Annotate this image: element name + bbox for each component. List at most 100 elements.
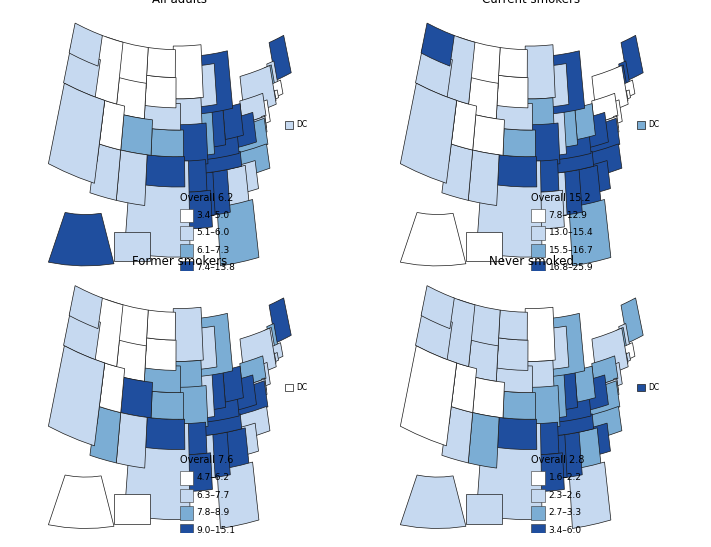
- Polygon shape: [400, 212, 466, 266]
- Polygon shape: [466, 232, 503, 261]
- Text: 1.6–2.2: 1.6–2.2: [548, 474, 582, 482]
- Polygon shape: [584, 375, 609, 411]
- Polygon shape: [469, 412, 499, 468]
- Polygon shape: [223, 366, 243, 402]
- Polygon shape: [203, 414, 242, 436]
- Polygon shape: [205, 393, 239, 422]
- Polygon shape: [198, 51, 232, 114]
- Polygon shape: [584, 112, 609, 148]
- Text: All adults: All adults: [152, 0, 207, 6]
- Polygon shape: [173, 307, 203, 362]
- Bar: [531, 472, 545, 485]
- Polygon shape: [496, 364, 533, 393]
- Polygon shape: [612, 362, 622, 387]
- Polygon shape: [586, 160, 611, 195]
- Polygon shape: [183, 160, 207, 193]
- Polygon shape: [262, 378, 267, 391]
- Polygon shape: [626, 352, 631, 362]
- Polygon shape: [525, 307, 555, 362]
- Polygon shape: [562, 372, 577, 410]
- Polygon shape: [100, 101, 124, 150]
- Polygon shape: [69, 23, 102, 66]
- Polygon shape: [63, 309, 100, 360]
- Polygon shape: [619, 90, 628, 104]
- Polygon shape: [124, 420, 190, 520]
- Polygon shape: [535, 160, 559, 193]
- Polygon shape: [117, 412, 147, 468]
- Polygon shape: [196, 105, 215, 156]
- Polygon shape: [63, 46, 100, 97]
- Polygon shape: [90, 143, 121, 200]
- Polygon shape: [224, 165, 250, 211]
- Bar: [531, 523, 545, 537]
- Polygon shape: [576, 165, 602, 211]
- Polygon shape: [217, 200, 259, 266]
- Polygon shape: [498, 48, 528, 78]
- Polygon shape: [197, 435, 215, 479]
- Polygon shape: [581, 144, 622, 179]
- Polygon shape: [240, 66, 277, 116]
- Polygon shape: [586, 423, 611, 457]
- Polygon shape: [197, 172, 215, 217]
- Text: 7.8–8.9: 7.8–8.9: [196, 508, 230, 517]
- Polygon shape: [424, 354, 456, 424]
- Polygon shape: [146, 310, 176, 340]
- Polygon shape: [466, 494, 503, 523]
- Polygon shape: [581, 381, 620, 418]
- Polygon shape: [498, 155, 537, 187]
- Polygon shape: [400, 346, 456, 446]
- Polygon shape: [503, 129, 535, 156]
- Polygon shape: [260, 362, 270, 387]
- Polygon shape: [497, 338, 528, 370]
- Text: Overall 2.8: Overall 2.8: [531, 456, 585, 465]
- Polygon shape: [555, 152, 594, 173]
- Polygon shape: [616, 65, 626, 88]
- Polygon shape: [100, 363, 124, 412]
- Polygon shape: [229, 118, 268, 155]
- Text: Former smokers: Former smokers: [132, 255, 227, 268]
- Bar: [179, 489, 193, 502]
- Polygon shape: [498, 417, 537, 450]
- Polygon shape: [592, 66, 629, 116]
- Polygon shape: [48, 475, 114, 528]
- Polygon shape: [224, 428, 250, 474]
- Polygon shape: [274, 352, 279, 362]
- Bar: [531, 261, 545, 275]
- Polygon shape: [469, 150, 499, 206]
- Polygon shape: [205, 131, 239, 160]
- Polygon shape: [496, 101, 533, 130]
- Polygon shape: [151, 129, 183, 156]
- Polygon shape: [581, 118, 620, 155]
- Polygon shape: [48, 212, 114, 266]
- Polygon shape: [619, 80, 635, 100]
- Polygon shape: [146, 155, 185, 187]
- Polygon shape: [232, 112, 257, 148]
- Polygon shape: [612, 100, 622, 124]
- Bar: [179, 523, 193, 537]
- Polygon shape: [444, 298, 475, 366]
- Text: 3.4–5.0: 3.4–5.0: [196, 211, 230, 220]
- Bar: [179, 261, 193, 275]
- Polygon shape: [240, 94, 266, 124]
- Polygon shape: [569, 462, 611, 528]
- Text: 2.7–3.3: 2.7–3.3: [548, 508, 582, 517]
- Polygon shape: [452, 299, 500, 351]
- Polygon shape: [550, 51, 584, 114]
- Polygon shape: [626, 90, 631, 99]
- Polygon shape: [69, 286, 102, 329]
- Text: DC: DC: [648, 383, 659, 392]
- Polygon shape: [144, 364, 181, 393]
- Polygon shape: [211, 170, 230, 215]
- Polygon shape: [240, 356, 266, 386]
- Polygon shape: [90, 405, 121, 463]
- Polygon shape: [547, 368, 567, 418]
- Polygon shape: [592, 94, 618, 124]
- Polygon shape: [451, 101, 476, 150]
- Polygon shape: [178, 123, 208, 166]
- Polygon shape: [240, 328, 277, 379]
- Polygon shape: [619, 353, 628, 366]
- Polygon shape: [232, 375, 257, 411]
- Bar: [179, 244, 193, 257]
- Polygon shape: [223, 103, 243, 139]
- Polygon shape: [267, 353, 276, 366]
